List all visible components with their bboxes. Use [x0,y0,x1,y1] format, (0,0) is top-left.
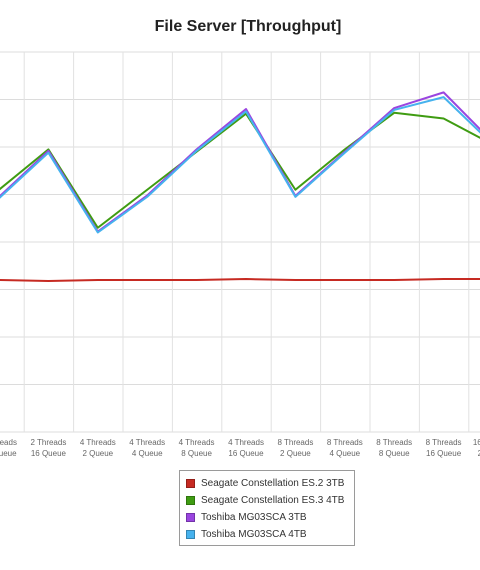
x-tick-label: 8 Threads 2 Queue [277,438,313,458]
chart-title: File Server [Throughput] [154,18,342,35]
x-tick-label: 8 Threads 16 Queue [426,438,462,458]
legend-item: Seagate Constellation ES.3 4TB [186,492,348,509]
series-line-1 [0,111,480,229]
x-tick-label: 4 Threads 16 Queue [228,438,264,458]
legend: Seagate Constellation ES.2 3TB Seagate Co… [179,470,355,546]
grid-lines [0,51,480,433]
legend-label: Toshiba MG03SCA 3TB [201,512,307,523]
series-line-2 [0,91,480,233]
legend-swatch [186,530,195,539]
x-tick-label: 8 Threads 4 Queue [327,438,363,458]
legend-swatch [186,513,195,522]
legend-label: Toshiba MG03SCA 4TB [201,529,307,540]
x-tick-label: 4 Threads 4 Queue [129,438,165,458]
legend-item: Toshiba MG03SCA 3TB [186,509,348,526]
legend-item: Toshiba MG03SCA 4TB [186,526,348,543]
legend-swatch [186,479,195,488]
x-tick-label: 8 Threads 8 Queue [376,438,412,458]
series-line-3 [0,96,480,234]
legend-item: Seagate Constellation ES.2 3TB [186,475,348,492]
series-line-0 [0,278,480,282]
x-tick-label: 2 Threads 16 Queue [30,438,66,458]
legend-label: Seagate Constellation ES.3 4TB [201,495,345,506]
x-tick-label: 4 Threads 8 Queue [179,438,215,458]
x-tick-label: 4 Threads 2 Queue [80,438,116,458]
series-lines [0,91,480,282]
legend-label: Seagate Constellation ES.2 3TB [201,478,345,489]
legend-swatch [186,496,195,505]
